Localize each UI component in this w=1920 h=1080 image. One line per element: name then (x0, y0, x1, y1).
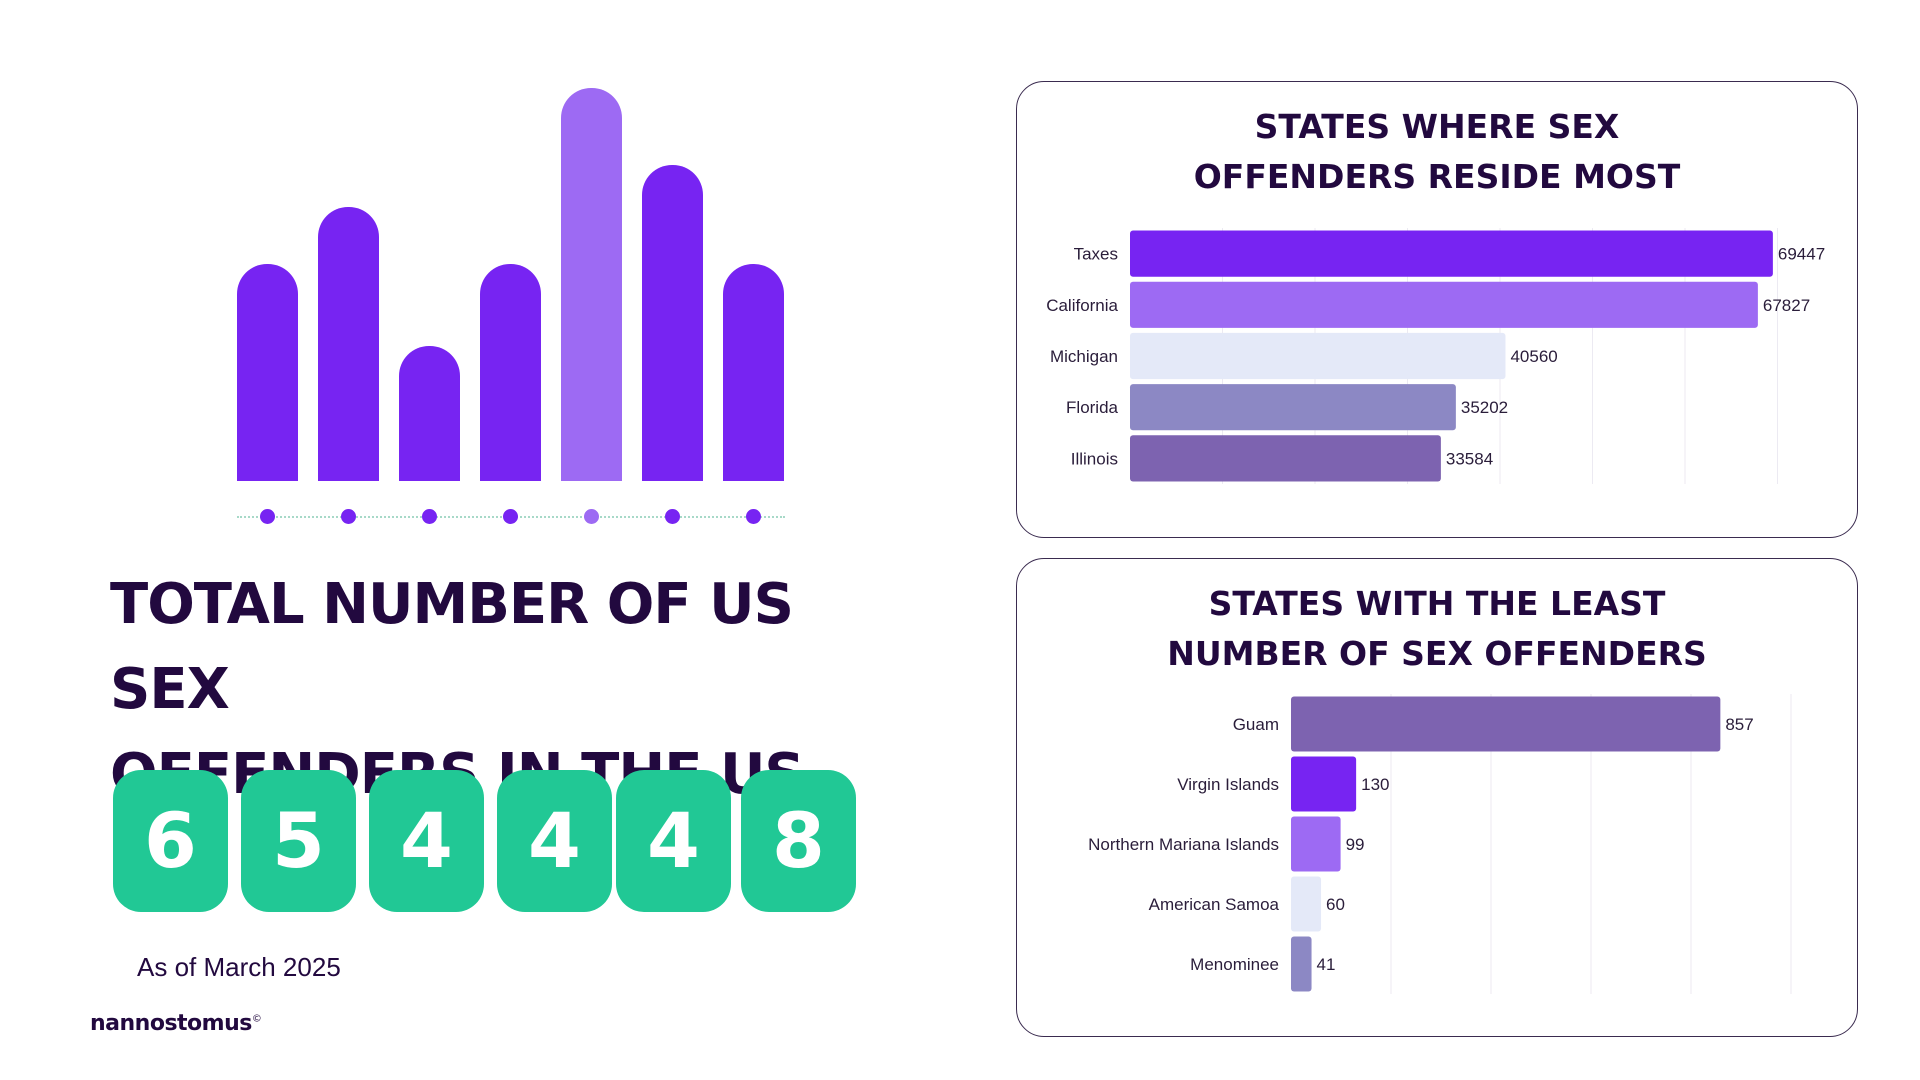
bar-chart-most: Taxes 69447 California 67827 Michigan 40560 Fl… (1046, 228, 1825, 484)
category-label: Menominee (1190, 955, 1279, 974)
value-label: 60 (1326, 895, 1345, 914)
value-label: 41 (1317, 955, 1336, 974)
bar (1291, 876, 1322, 932)
counter-digit: 8 (741, 770, 856, 912)
decorative-bar (723, 264, 784, 481)
decorative-dot (746, 509, 761, 524)
counter-digit: 4 (616, 770, 731, 912)
category-label: Virgin Islands (1177, 775, 1279, 794)
decorative-bar (399, 346, 460, 481)
category-label: Taxes (1074, 245, 1118, 264)
chart-title-most: STATES WHERE SEX OFFENDERS RESIDE MOST (1017, 102, 1857, 202)
decorative-dot (422, 509, 437, 524)
category-label: American Samoa (1149, 895, 1280, 914)
bar (1130, 281, 1758, 328)
decorative-dot (260, 509, 275, 524)
decorative-bar (561, 88, 622, 481)
decorative-dot (665, 509, 680, 524)
chart-title-line-2: NUMBER OF SEX OFFENDERS (1167, 634, 1707, 673)
chart-title-line-2: OFFENDERS RESIDE MOST (1193, 157, 1681, 196)
bar (1130, 332, 1506, 380)
counter-digit: 5 (241, 770, 356, 912)
chart-title-line-1: STATES WITH THE LEAST (1208, 584, 1666, 623)
chart-title-line-1: STATES WHERE SEX (1254, 107, 1620, 146)
category-label: California (1046, 296, 1118, 315)
bar (1130, 435, 1441, 482)
bar (1291, 936, 1312, 992)
category-label: Michigan (1050, 347, 1118, 366)
value-label: 35202 (1461, 398, 1508, 417)
value-label: 67827 (1763, 296, 1810, 315)
counter-digit: 4 (497, 770, 612, 912)
counter-digit: 6 (113, 770, 228, 912)
category-label: Northern Mariana Islands (1088, 835, 1279, 854)
chart-title-least: STATES WITH THE LEAST NUMBER OF SEX OFFE… (1017, 579, 1857, 679)
bar (1130, 230, 1773, 277)
chart-card-least: STATES WITH THE LEAST NUMBER OF SEX OFFE… (1016, 558, 1858, 1037)
value-label: 40560 (1510, 347, 1557, 366)
headline-line-1: TOTAL NUMBER OF US SEX (110, 572, 794, 722)
category-label: Guam (1233, 715, 1279, 734)
value-label: 33584 (1446, 449, 1493, 468)
brand-trademark: © (251, 1013, 262, 1025)
decorative-dot (503, 509, 518, 524)
decorative-dot (584, 509, 599, 524)
bar (1291, 696, 1721, 752)
bar (1130, 384, 1456, 431)
value-label: 69447 (1778, 245, 1825, 264)
value-label: 130 (1361, 775, 1389, 794)
bar (1291, 756, 1357, 812)
brand-logo: nannostomus© (90, 1011, 262, 1036)
decorative-bar (642, 165, 703, 481)
counter-digit: 4 (369, 770, 484, 912)
brand-name: nannostomus (90, 1011, 252, 1036)
decorative-bar (237, 264, 298, 481)
bar (1291, 816, 1341, 872)
category-label: Florida (1066, 398, 1119, 417)
value-label: 99 (1346, 835, 1365, 854)
chart-card-most: STATES WHERE SEX OFFENDERS RESIDE MOST T… (1016, 81, 1858, 538)
decorative-bar (318, 207, 379, 481)
category-label: Illinois (1071, 449, 1118, 468)
as-of-date: As of March 2025 (137, 952, 341, 982)
value-label: 857 (1725, 715, 1753, 734)
decorative-dot (341, 509, 356, 524)
bar-chart-least: Guam 857 Virgin Islands 130 Northern Mariana… (1088, 694, 1792, 994)
decorative-bar (480, 264, 541, 481)
